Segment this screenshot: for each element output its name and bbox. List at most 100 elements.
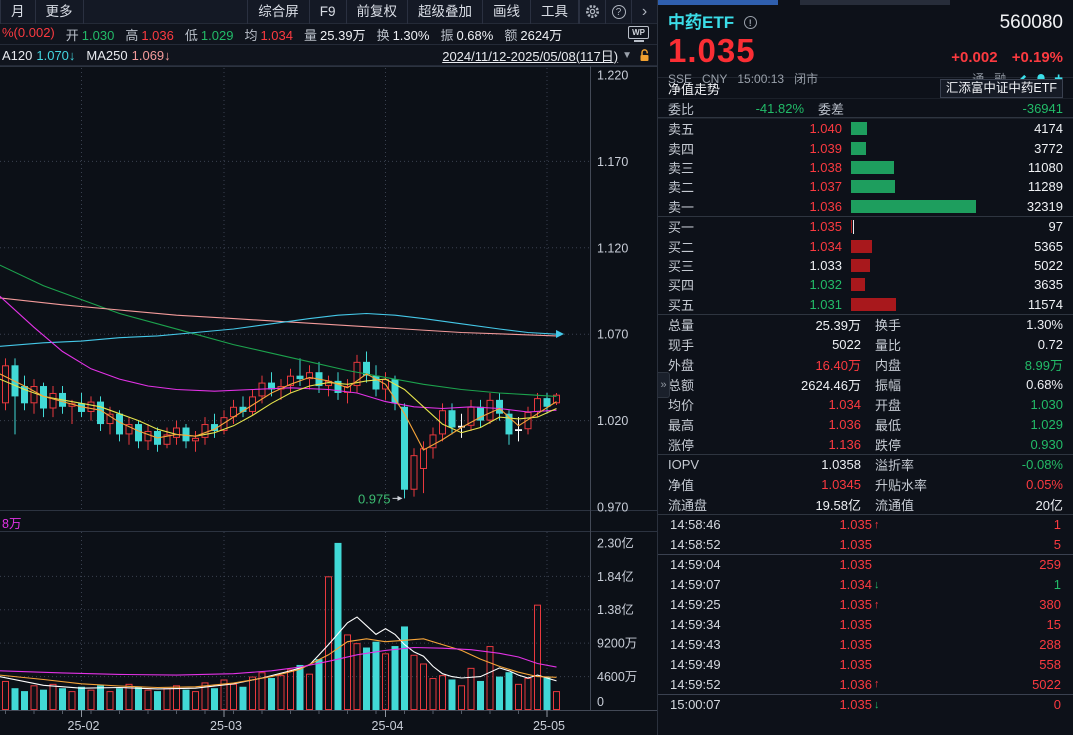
volume-axis-label: 1.38亿 [597, 602, 634, 617]
toolbar-tab-5[interactable]: 工具 [531, 0, 579, 24]
info-icon[interactable]: ! [743, 16, 757, 29]
period-tab-month[interactable]: 月 [0, 0, 36, 24]
tick-price: 1.035 [839, 697, 872, 713]
order-book-row-ask[interactable]: 卖一 1.036 32319 [658, 197, 1073, 216]
x-axis-label: 25-04 [372, 719, 404, 733]
volume-bar [68, 691, 76, 711]
trade-tick-row[interactable]: 14:59:52 1.036 ↑ 5022 [658, 675, 1073, 695]
trade-tick-row[interactable]: 14:59:43 1.035 288 [658, 635, 1073, 655]
stat-value: 1.30% [1026, 317, 1063, 333]
order-book-row-ask[interactable]: 卖五 1.040 4174 [658, 119, 1073, 138]
ma-item-value: 1.070↓ [36, 47, 76, 63]
quote-item-value: 1.30% [392, 27, 430, 43]
volume-bar [505, 672, 513, 710]
candlestick-chart[interactable]: 0.975 25-02 25-03 25-04 25-05 1.220 1.170 1.120… [0, 66, 657, 735]
stat-value: -0.08% [1021, 457, 1063, 473]
stat-label: 最低 [875, 417, 902, 433]
volume-indicator-label: 8万 [2, 517, 21, 531]
quote-item-value: %(0.002) [2, 24, 55, 40]
help-icon[interactable]: ? [605, 0, 631, 24]
order-book-row-bid[interactable]: 买三 1.033 5022 [658, 256, 1073, 275]
order-price: 1.031 [809, 296, 842, 312]
order-volume: 4174 [1034, 121, 1063, 137]
order-book-row-bid[interactable]: 买四 1.032 3635 [658, 275, 1073, 294]
volume-bar [154, 691, 161, 710]
quote-item: 额 2624万 [504, 25, 562, 44]
tick-time: 15:00:07 [670, 697, 721, 713]
trade-tick-row[interactable]: 14:58:46 1.035 ↑ 1 [658, 515, 1073, 535]
volume-bar [477, 680, 484, 710]
order-price: 1.033 [809, 257, 842, 273]
price-axis-label: 1.170 [597, 155, 628, 169]
toolbar-tab-4[interactable]: 画线 [483, 0, 531, 24]
toolbar-tab-0[interactable]: 综合屏 [247, 0, 310, 24]
ma-end-marker [556, 330, 564, 338]
candle-body [78, 403, 85, 412]
order-volume-bar [851, 239, 872, 253]
order-book-row-ask[interactable]: 卖四 1.039 3772 [658, 138, 1073, 157]
order-volume-bar-zone [842, 275, 982, 294]
market-status: 闭市 [794, 72, 819, 86]
volume-bar [467, 667, 475, 710]
order-book-asks: 卖五 1.040 4174 卖四 1.039 3772 卖三 1.038 11080 卖二 1.03… [658, 118, 1073, 216]
nav-trend-label[interactable]: 净值走势 [668, 81, 721, 97]
unlock-icon[interactable] [638, 48, 651, 62]
quote-item-value: 1.030 [81, 27, 115, 43]
toolbar-tab-3[interactable]: 超级叠加 [408, 0, 483, 24]
candle-body [2, 365, 9, 404]
volume-bar [106, 691, 114, 711]
stat-value: 1.030 [1030, 396, 1063, 412]
candle-body [344, 386, 351, 393]
date-range-selector[interactable]: 2024/11/12-2025/05/08(117日) [442, 48, 619, 64]
trade-tick-row[interactable]: 14:59:34 1.035 15 [658, 615, 1073, 635]
candle-body [410, 455, 418, 490]
time-and-sales-list[interactable]: 14:58:46 1.035 ↑ 1 14:58:52 1.035 5 14:59:04 1.0… [658, 515, 1073, 715]
trade-tick-row[interactable]: 14:58:52 1.035 5 [658, 535, 1073, 555]
candle-body [515, 429, 522, 431]
quote-panel-tabstrip[interactable] [658, 0, 1073, 5]
order-book-row-ask[interactable]: 卖二 1.037 11289 [658, 177, 1073, 196]
stat-label: 总量 [668, 318, 695, 334]
ma-item: A120 1.070↓ [2, 48, 75, 63]
up-arrow-icon: ↑ [874, 518, 880, 531]
toolbar-tab-1[interactable]: F9 [310, 0, 347, 24]
trade-tick-row[interactable]: 14:59:49 1.035 558 [658, 655, 1073, 675]
volume-bar [220, 679, 228, 711]
stat-label: 升贴水率 [875, 478, 928, 494]
order-book-row-bid[interactable]: 买五 1.031 11574 [658, 295, 1073, 314]
order-book-separator [658, 215, 1073, 217]
stat-label: 现手 [668, 338, 695, 354]
trade-tick-row[interactable]: 14:59:25 1.035 ↑ 380 [658, 595, 1073, 615]
more-periods-button[interactable]: 更多 [36, 0, 84, 24]
fund-full-name-button[interactable]: 汇添富中证中药ETF [939, 78, 1063, 98]
order-book-row-ask[interactable]: 卖三 1.038 11080 [658, 158, 1073, 177]
weibi-value: -41.82% [755, 100, 805, 116]
candle-body [477, 406, 484, 421]
stats-row: 现手 5022 量比 0.72 [658, 335, 1073, 355]
tick-volume: 380 [1039, 597, 1061, 613]
order-book-row-bid[interactable]: 买二 1.034 5365 [658, 236, 1073, 255]
add-to-watchlist-icon[interactable]: + [1054, 71, 1063, 86]
order-volume-bar-zone [842, 295, 982, 314]
exchange-label: SSE [668, 71, 693, 86]
toolbar-tab-2[interactable]: 前复权 [347, 0, 408, 24]
trade-tick-row[interactable]: 14:59:07 1.034 ↓ 1 [658, 575, 1073, 595]
chevron-down-icon[interactable]: ▼ [622, 49, 632, 61]
order-volume-bar [851, 122, 868, 136]
active-tab-indicator [658, 0, 778, 5]
chart-canvas[interactable]: 0.975 25-02 25-03 25-04 25-05 1.220 1.170 1.120… [0, 66, 657, 735]
volume-bar [410, 654, 418, 711]
candle-body [363, 361, 370, 376]
expand-toolbar-icon[interactable]: › [631, 0, 657, 24]
quote-item-label: 开 [65, 27, 79, 43]
order-volume-bar [851, 141, 866, 155]
settings-gear-icon[interactable] [579, 0, 605, 24]
x-axis-label: 25-03 [210, 719, 242, 733]
order-book-row-bid[interactable]: 买一 1.035 97 [658, 217, 1073, 236]
trade-tick-row[interactable]: 14:59:04 1.035 259 [658, 555, 1073, 575]
order-price: 1.034 [809, 238, 842, 254]
wp-monitor-icon[interactable]: WP [628, 26, 649, 42]
order-volume-bar-zone [842, 217, 982, 236]
trade-tick-row[interactable]: 15:00:07 1.035 ↓ 0 [658, 695, 1073, 715]
panel-expander-button[interactable]: » [658, 372, 670, 398]
